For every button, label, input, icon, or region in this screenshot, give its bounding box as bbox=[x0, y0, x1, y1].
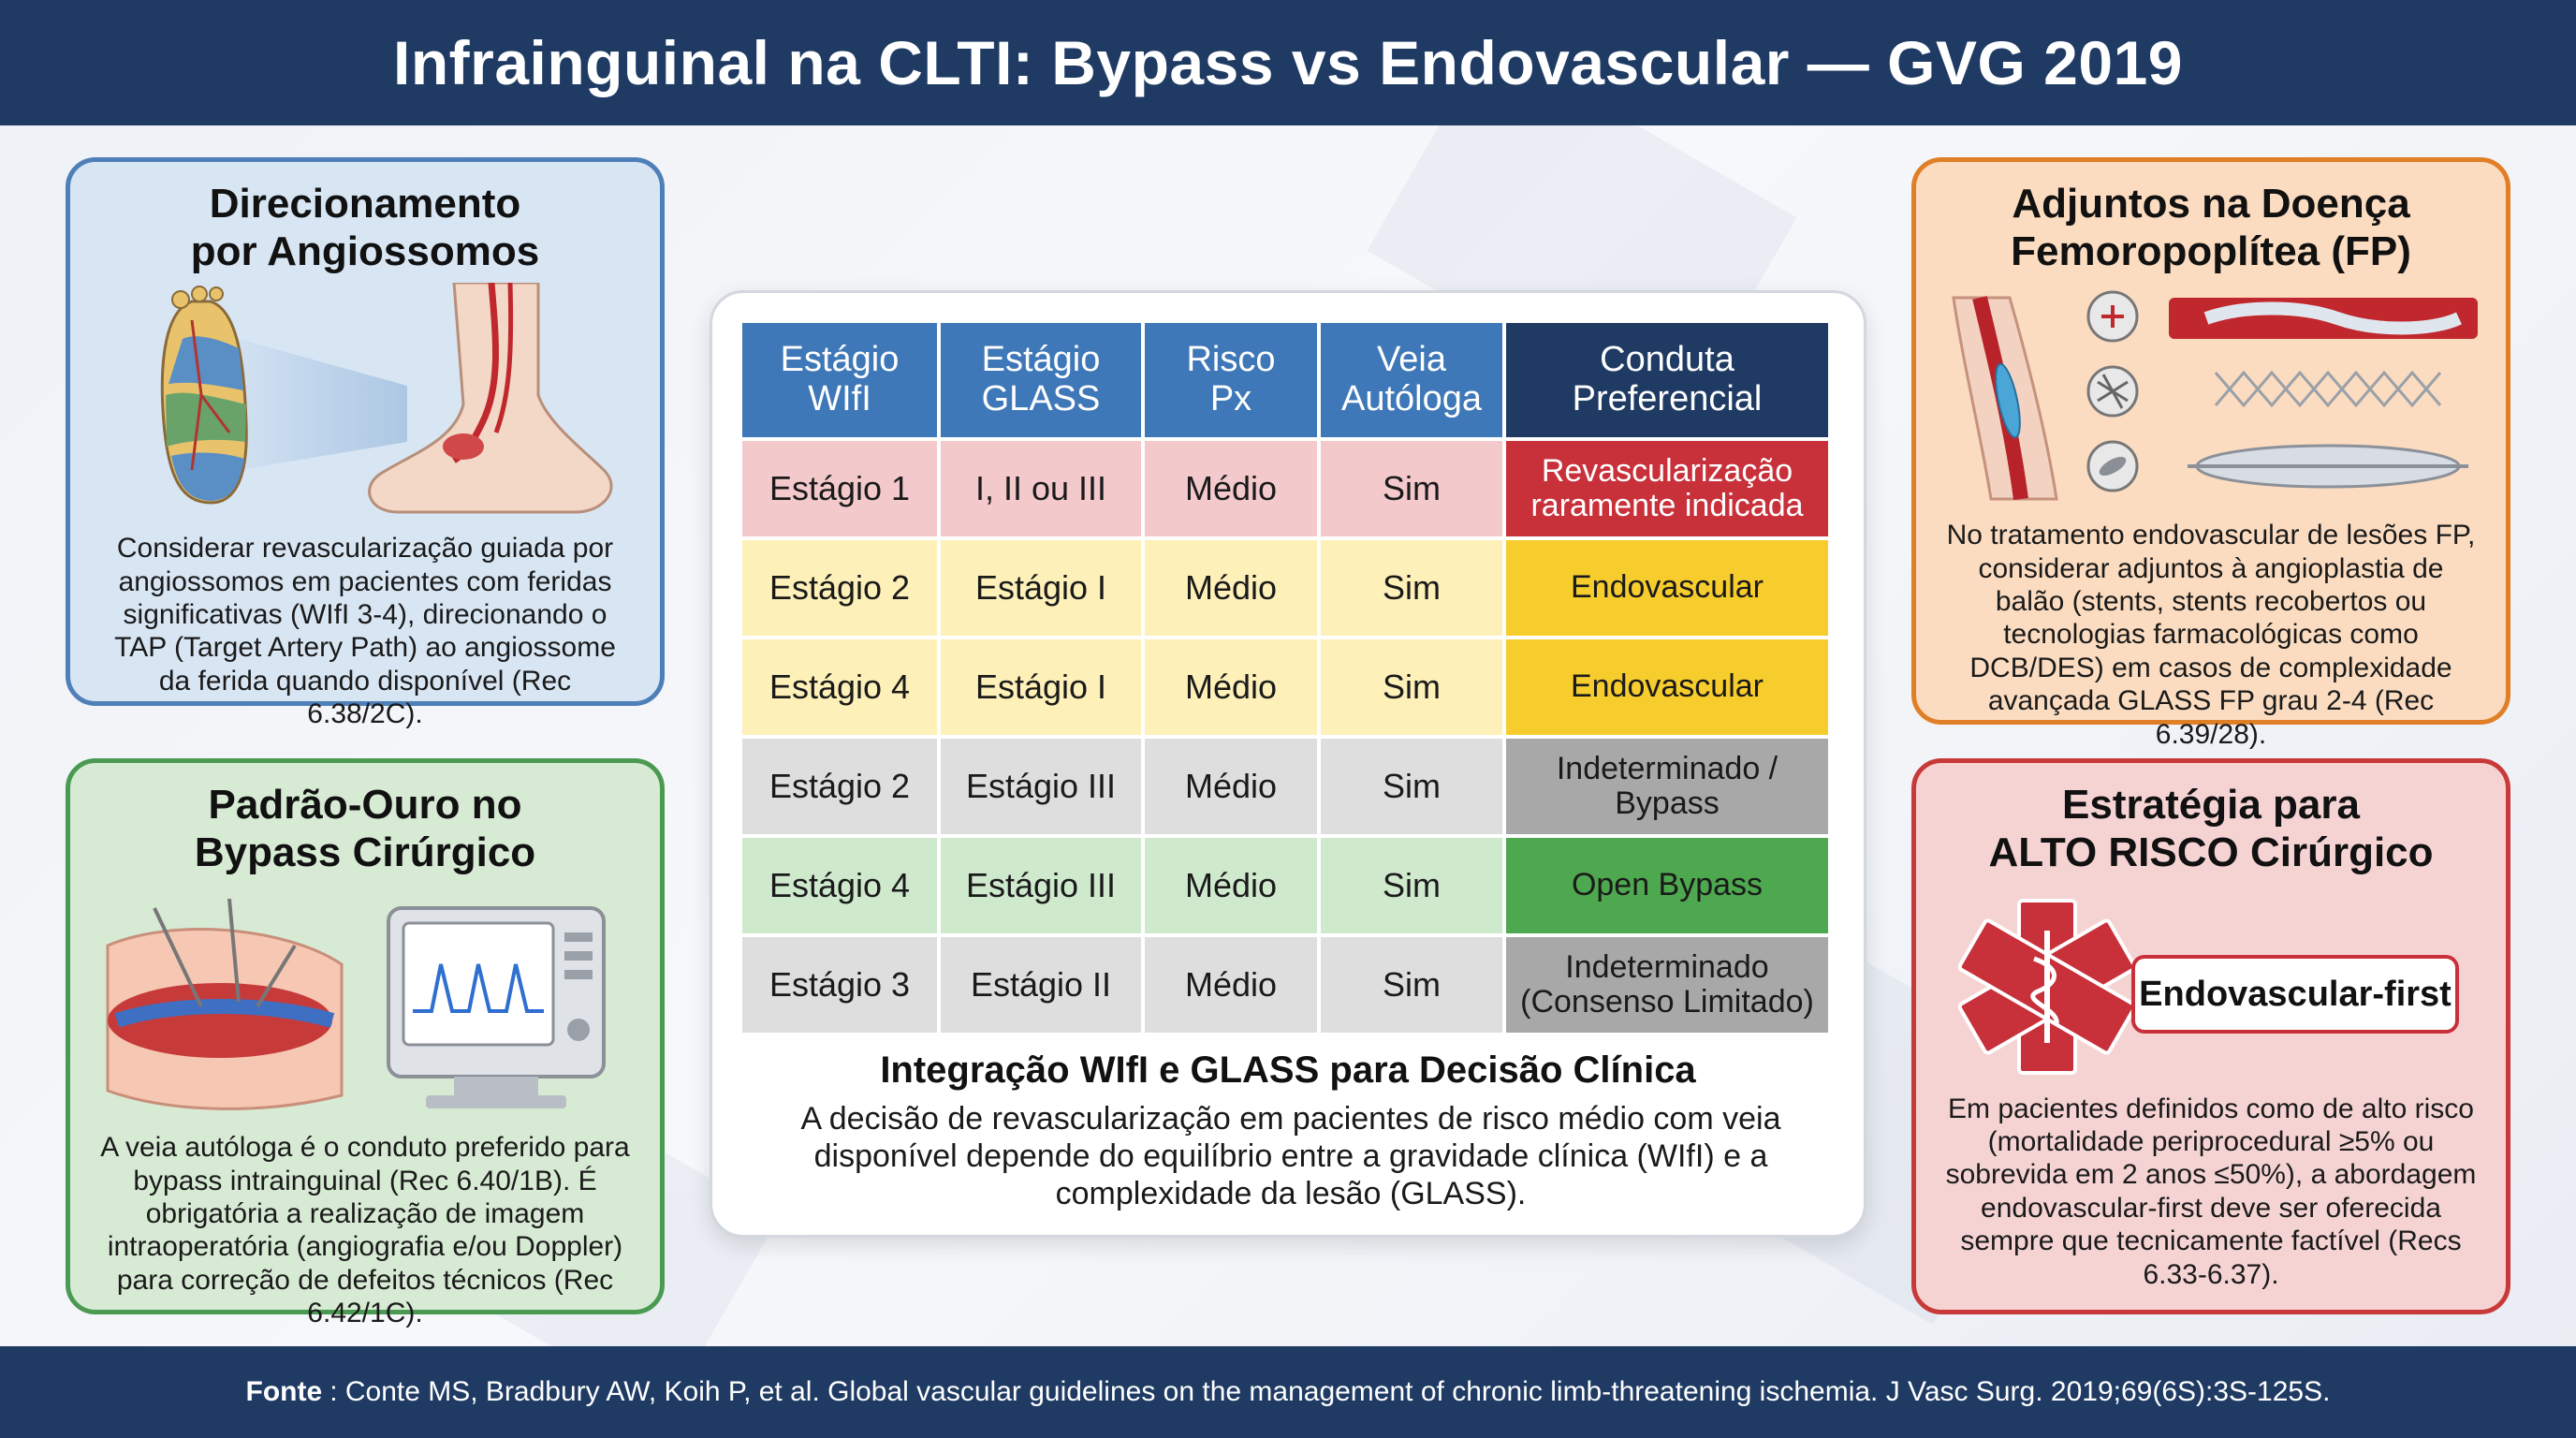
gold-title-line2: Bypass Cirúrgico bbox=[194, 829, 536, 875]
cell-vein: Sim bbox=[1321, 441, 1502, 536]
cell-conduct: Indeterminado / Bypass bbox=[1506, 739, 1828, 834]
conduct-line: Indeterminado bbox=[1565, 948, 1769, 985]
cell-conduct: Open Bypass bbox=[1506, 838, 1828, 933]
cell-conduct: Endovascular bbox=[1506, 639, 1828, 735]
cell-vein: Sim bbox=[1321, 739, 1502, 834]
header-text: WIfI bbox=[808, 379, 871, 418]
cell-glass: Estágio II bbox=[941, 937, 1141, 1033]
source-footer: Fonte: Conte MS, Bradbury AW, Koih P, et… bbox=[0, 1346, 2576, 1438]
header-text: Px bbox=[1209, 379, 1252, 418]
header-text: Estágio bbox=[780, 340, 900, 380]
highrisk-title: Estratégia para ALTO RISCO Cirúrgico bbox=[1988, 782, 2433, 876]
header-text: Conduta bbox=[1600, 340, 1734, 380]
header-wifi: Estágio WIfI bbox=[742, 323, 937, 437]
header-risk: Risco Px bbox=[1145, 323, 1317, 437]
cell-glass: Estágio III bbox=[941, 838, 1141, 933]
doppler-monitor-icon bbox=[387, 906, 606, 1109]
cell-risk: Médio bbox=[1145, 937, 1317, 1033]
decision-table: Estágio WIfI Estágio GLASS Risco Px Veia Aut… bbox=[742, 323, 1828, 1033]
highrisk-text: Em pacientes definidos como de alto risc… bbox=[1945, 1093, 2477, 1290]
star-of-life-icon bbox=[1957, 899, 2137, 1076]
cell-risk: Médio bbox=[1145, 639, 1317, 735]
conduct-line: Revascularização bbox=[1541, 452, 1793, 489]
cell-risk: Médio bbox=[1145, 540, 1317, 636]
cell-risk: Médio bbox=[1145, 441, 1317, 536]
cell-wifi: Estágio 4 bbox=[742, 639, 937, 735]
cell-conduct: Endovascular bbox=[1506, 540, 1828, 636]
integration-title: Integração WIfI e GLASS para Decisão Clí… bbox=[880, 1049, 1696, 1091]
conduct-line: (Consenso Limitado) bbox=[1520, 984, 1814, 1020]
page-title: Infrainguinal na CLTI: Bypass vs Endovas… bbox=[0, 0, 2576, 125]
cell-wifi: Estágio 1 bbox=[742, 441, 937, 536]
cell-glass: Estágio III bbox=[941, 739, 1141, 834]
cell-risk: Médio bbox=[1145, 838, 1317, 933]
cell-glass: Estágio I bbox=[941, 540, 1141, 636]
header-text: Autóloga bbox=[1340, 379, 1482, 418]
cell-vein: Sim bbox=[1321, 937, 1502, 1033]
gold-standard-panel: Padrão-Ouro no Bypass Cirúrgico A veia a… bbox=[66, 758, 665, 1328]
high-risk-panel: Estratégia para ALTO RISCO Cirúrgico End… bbox=[1911, 758, 2510, 1314]
decision-table-card: Estágio WIfI Estágio GLASS Risco Px Veia Aut… bbox=[710, 290, 1866, 1238]
conduct-line: Bypass bbox=[1615, 785, 1720, 821]
surgical-incision-icon bbox=[106, 899, 606, 1111]
angiosome-text: Considerar revascularização guiada por a… bbox=[114, 533, 616, 730]
cell-conduct: Indeterminado (Consenso Limitado) bbox=[1506, 937, 1828, 1033]
cell-risk: Médio bbox=[1145, 739, 1317, 834]
gold-title: Padrão-Ouro no Bypass Cirúrgico bbox=[195, 782, 535, 876]
endovascular-first-badge: Endovascular-first bbox=[2131, 955, 2459, 1034]
header-text: Preferencial bbox=[1572, 379, 1763, 418]
stent-balloon-icon bbox=[1944, 288, 2478, 504]
cell-wifi: Estágio 2 bbox=[742, 540, 937, 636]
gold-text: A veia autóloga é o conduto preferido pa… bbox=[100, 1132, 630, 1329]
adjuncts-text: No tratamento endovascular de lesões FP,… bbox=[1946, 520, 2476, 750]
source-label: Fonte bbox=[245, 1376, 323, 1407]
cell-wifi: Estágio 3 bbox=[742, 937, 937, 1033]
conduct-line: raramente indicada bbox=[1530, 488, 1804, 523]
angiosome-title-line2: por Angiossomos bbox=[190, 227, 540, 274]
cell-vein: Sim bbox=[1321, 838, 1502, 933]
conduct-line: Indeterminado / bbox=[1556, 750, 1778, 786]
header-text: Risco bbox=[1186, 340, 1276, 380]
highrisk-title-line1: Estratégia para bbox=[2062, 782, 2360, 828]
cell-wifi: Estágio 4 bbox=[742, 838, 937, 933]
source-citation: : Conte MS, Bradbury AW, Koih P, et al. … bbox=[329, 1376, 2331, 1407]
adjuncts-title-line1: Adjuntos na Doença bbox=[2012, 181, 2410, 227]
header-text: Estágio bbox=[981, 340, 1101, 380]
header-vein: Veia Autóloga bbox=[1321, 323, 1502, 437]
adjuncts-panel: Adjuntos na Doença Femoropoplítea (FP) N… bbox=[1911, 157, 2510, 750]
foot-angiosome-icon bbox=[98, 281, 632, 519]
cell-glass: Estágio I bbox=[941, 639, 1141, 735]
angiosome-title-line1: Direcionamento bbox=[209, 181, 521, 227]
adjuncts-title-line2: Femoropoplítea (FP) bbox=[2011, 227, 2411, 274]
cell-vein: Sim bbox=[1321, 540, 1502, 636]
highrisk-title-line2: ALTO RISCO Cirúrgico bbox=[1988, 829, 2434, 875]
header-glass: Estágio GLASS bbox=[941, 323, 1141, 437]
header-text: Veia bbox=[1377, 340, 1446, 380]
cell-vein: Sim bbox=[1321, 639, 1502, 735]
adjuncts-title: Adjuntos na Doença Femoropoplítea (FP) bbox=[2011, 181, 2411, 275]
angiosome-panel: Direcionamento por Angiossomos Considera… bbox=[66, 157, 665, 729]
cell-glass: I, II ou III bbox=[941, 441, 1141, 536]
cell-wifi: Estágio 2 bbox=[742, 739, 937, 834]
gold-title-line1: Padrão-Ouro no bbox=[208, 782, 522, 828]
angiosome-title: Direcionamento por Angiossomos bbox=[191, 181, 539, 275]
header-text: GLASS bbox=[981, 379, 1101, 418]
header-conduct: Conduta Preferencial bbox=[1506, 323, 1828, 437]
cell-conduct: Revascularização raramente indicada bbox=[1506, 441, 1828, 536]
integration-text: A decisão de revascularização em pacient… bbox=[800, 1101, 1781, 1212]
